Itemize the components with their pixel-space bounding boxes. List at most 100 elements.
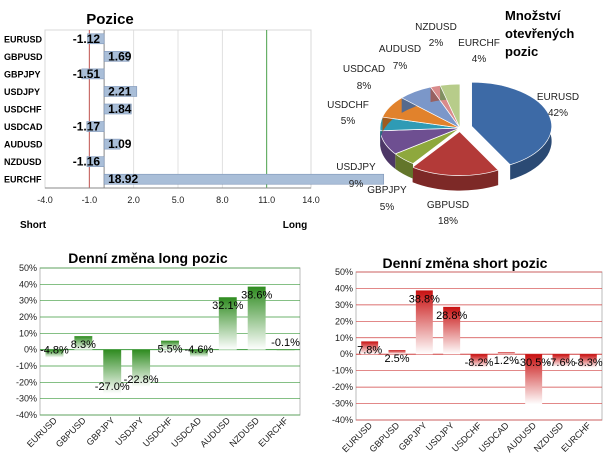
pie-slice-side-usdcad xyxy=(382,97,402,133)
long-axis-label: Long xyxy=(283,220,307,231)
short-value-label: -8.3% xyxy=(574,357,603,369)
long-value-label: -22.8% xyxy=(124,374,159,386)
positions-value-label: 1.69 xyxy=(108,49,132,63)
positions-bar-usdcad xyxy=(86,121,105,132)
long-chart-title: Denní změna long pozic xyxy=(68,250,228,266)
long-y-tick-label: -20% xyxy=(16,377,37,387)
short-category-label: USDCAD xyxy=(477,420,511,454)
long-y-tick-label: 10% xyxy=(19,328,37,338)
positions-bar-eurusd xyxy=(87,33,105,45)
pie-percent-eurusd: 42% xyxy=(548,108,568,119)
long-category-label: EURCHF xyxy=(256,415,290,449)
positions-bar-audusd xyxy=(103,138,121,150)
pie-slice-audusd xyxy=(400,86,461,129)
short-category-label: USDCHF xyxy=(450,420,484,454)
short-bar-gbpjpy xyxy=(415,290,433,355)
pie-slice-usdcad xyxy=(381,97,461,129)
pie-slice-usdchf xyxy=(379,116,461,132)
short-bar-usdchf xyxy=(470,354,488,368)
pie-label-audusd: AUDUSD xyxy=(379,44,421,55)
pie-slice-eurusd xyxy=(471,81,552,166)
positions-category-label: AUDUSD xyxy=(4,140,43,150)
long-y-tick-label: 20% xyxy=(19,312,37,322)
pie-label-usdchf: USDCHF xyxy=(327,100,369,111)
long-bar-gbpjpy xyxy=(103,349,122,394)
pie-label-usdjpy: USDJPY xyxy=(336,162,376,173)
pie-slice-eurchf xyxy=(439,83,461,129)
pie-title-line-1: Množství xyxy=(505,8,561,23)
pie-slice-side-gbpjpy xyxy=(395,153,413,179)
long-value-label: -0.1% xyxy=(271,337,300,349)
positions-x-tick-label: 11.0 xyxy=(258,195,275,205)
pie-slice-gbpusd xyxy=(411,131,499,176)
short-y-tick-label: 30% xyxy=(335,300,353,310)
positions-category-label: GBPUSD xyxy=(4,52,43,62)
positions-value-label: 2.21 xyxy=(108,84,132,98)
pie-title-line-3: pozic xyxy=(505,44,538,59)
pie-slice-side-usdchf xyxy=(379,117,383,146)
short-axis-label: Short xyxy=(20,220,47,231)
positions-category-label: USDJPY xyxy=(4,87,40,97)
long-bar-audusd xyxy=(218,297,237,350)
pie-slice-side-audusd xyxy=(401,87,431,113)
positions-value-label: 1.09 xyxy=(108,137,132,151)
short-bar-usdjpy xyxy=(443,306,461,355)
long-bar-nzdusd xyxy=(247,286,266,350)
pie-percent-nzdusd: 2% xyxy=(429,38,444,49)
long-category-label: USDCAD xyxy=(169,415,203,449)
long-category-label: EURUSD xyxy=(25,415,59,449)
long-value-label: 8.3% xyxy=(71,339,96,351)
long-y-tick-label: 50% xyxy=(19,263,37,273)
short-y-tick-label: 20% xyxy=(335,316,353,326)
positions-plot-area xyxy=(44,29,312,189)
short-value-label: 1.2% xyxy=(494,355,519,367)
long-y-tick-label: -40% xyxy=(16,410,37,420)
short-category-label: EURUSD xyxy=(340,420,374,454)
positions-x-tick-label: -1.0 xyxy=(82,195,98,205)
pie-percent-usdchf: 5% xyxy=(341,116,356,127)
pie-slice-side-gbpusd xyxy=(412,167,499,191)
pie-label-usdcad: USDCAD xyxy=(343,64,385,75)
short-bar-eurchf xyxy=(579,354,597,368)
pie-percent-gbpusd: 18% xyxy=(438,216,458,227)
long-value-label: -4.8% xyxy=(40,345,69,357)
pie-slice-side-nzdusd xyxy=(430,85,441,103)
positions-bar-gbpjpy xyxy=(81,68,105,80)
short-category-label: EURCHF xyxy=(559,420,593,454)
long-value-label: -4.6% xyxy=(185,344,214,356)
pie-label-eurchf: EURCHF xyxy=(458,38,500,49)
short-value-label: 2.5% xyxy=(384,353,409,365)
short-bar-usdcad xyxy=(497,352,515,355)
long-y-tick-label: 40% xyxy=(19,279,37,289)
pie-slice-side-eurchf xyxy=(440,84,460,101)
long-value-label: 5.5% xyxy=(157,344,182,356)
pie-title: Množství otevřených pozic xyxy=(505,8,574,59)
long-plot-area xyxy=(39,267,301,416)
short-value-label: -8.2% xyxy=(465,357,494,369)
long-bar-usdjpy xyxy=(132,349,151,387)
pie-title-line-2: otevřených xyxy=(505,26,574,41)
long-value-label: 32.1% xyxy=(212,300,243,312)
short-plot-area xyxy=(355,271,603,421)
long-y-tick-label: -10% xyxy=(16,361,37,371)
positions-bar-usdchf xyxy=(103,103,132,115)
short-bar-nzdusd xyxy=(552,354,570,367)
pie-slice-side-eurusd xyxy=(471,82,552,180)
long-category-label: NZDUSD xyxy=(227,415,261,449)
positions-chart-title: Pozice xyxy=(86,11,134,28)
short-value-label: 28.8% xyxy=(436,310,467,322)
short-y-tick-label: 50% xyxy=(335,267,353,277)
positions-bar-usdjpy xyxy=(103,86,138,97)
pie-slice-gbpjpy xyxy=(394,127,461,164)
short-value-label: -30.5% xyxy=(516,357,551,369)
short-value-label: -7.6% xyxy=(547,357,576,369)
positions-value-label: -1.17 xyxy=(73,120,101,134)
long-bar-gbpusd xyxy=(74,336,93,350)
positions-x-tick-label: -4.0 xyxy=(37,195,53,205)
short-value-label: 38.8% xyxy=(409,293,440,305)
pie-percent-gbpjpy: 5% xyxy=(380,202,395,213)
short-y-tick-label: -20% xyxy=(332,382,353,392)
